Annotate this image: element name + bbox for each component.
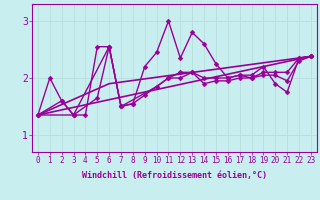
X-axis label: Windchill (Refroidissement éolien,°C): Windchill (Refroidissement éolien,°C) — [82, 171, 267, 180]
